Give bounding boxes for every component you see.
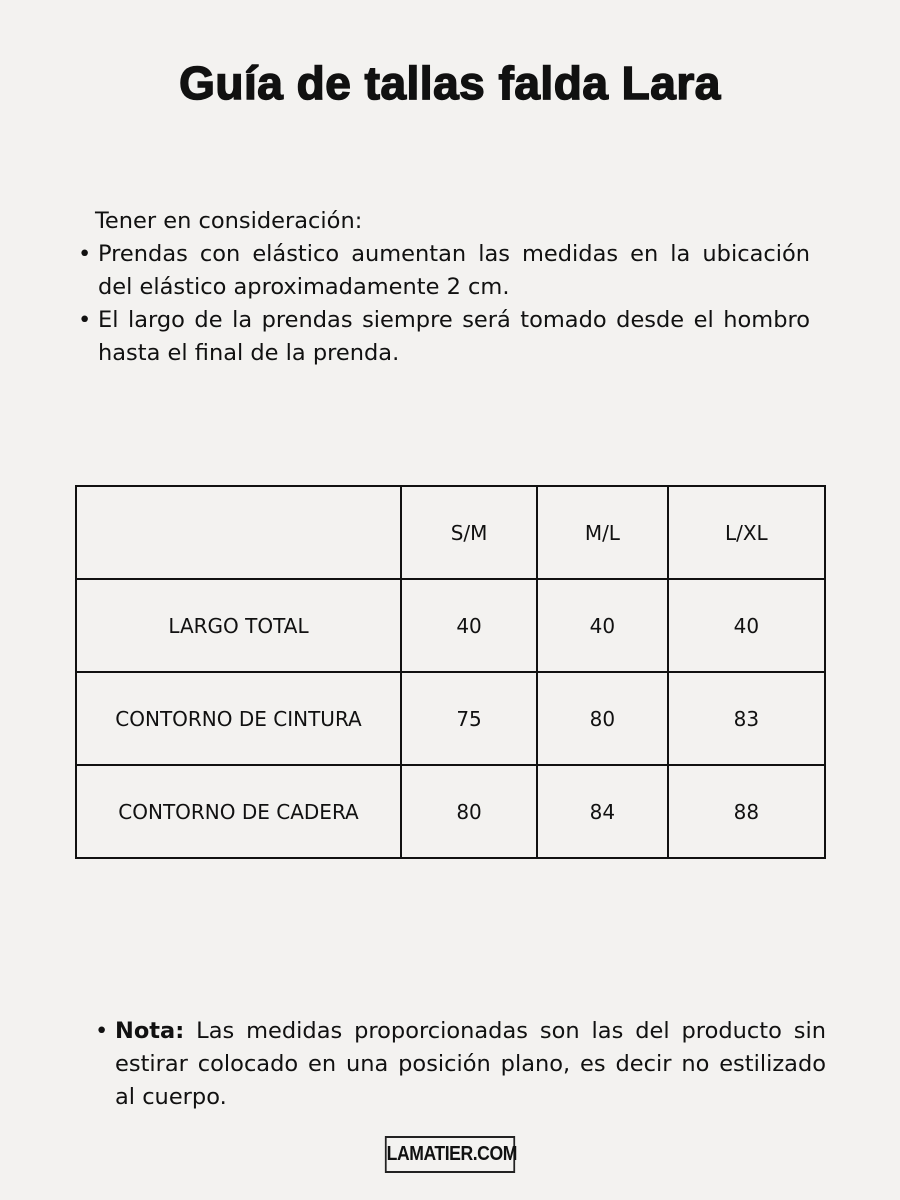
header-cell: S/M [399,485,539,580]
table-row: CONTORNO DE CINTURA 75 80 83 [75,671,827,766]
table-cell: 40 [666,578,827,673]
considerations-heading: Tener en consideración: [95,208,363,234]
table-header-row: S/M M/L L/XL [75,485,827,580]
page-title: Guía de tallas falda Lara [178,56,721,110]
note-text: Las medidas proporcionadas son las del p… [115,1018,826,1110]
considerations: Tener en consideración: Prendas con elás… [78,205,810,370]
table-cell: 88 [666,764,827,859]
table-cell: 84 [536,764,669,859]
row-label: LARGO TOTAL [75,578,402,673]
table-cell: 40 [536,578,669,673]
header-cell: L/XL [666,485,827,580]
size-table: S/M M/L L/XL LARGO TOTAL 40 40 40 CONTOR… [75,485,827,859]
table-row: LARGO TOTAL 40 40 40 [75,578,827,673]
table-cell: 80 [399,764,539,859]
row-label: CONTORNO DE CINTURA [75,671,402,766]
table-row: CONTORNO DE CADERA 80 84 88 [75,764,827,859]
list-item: Prendas con elástico aumentan las medida… [78,238,810,304]
header-cell: M/L [536,485,669,580]
table-corner-cell [75,485,402,580]
note: Nota: Las medidas proporcionadas son las… [95,1015,826,1114]
note-label: Nota: [115,1018,185,1044]
table-cell: 80 [536,671,669,766]
list-item: El largo de la prendas siempre será toma… [78,304,810,370]
table-cell: 40 [399,578,539,673]
considerations-list: Prendas con elástico aumentan las medida… [78,238,810,370]
brand-logo: LAMATIER.COM [384,1136,517,1173]
row-label: CONTORNO DE CADERA [75,764,402,859]
table-cell: 75 [399,671,539,766]
table-cell: 83 [666,671,827,766]
